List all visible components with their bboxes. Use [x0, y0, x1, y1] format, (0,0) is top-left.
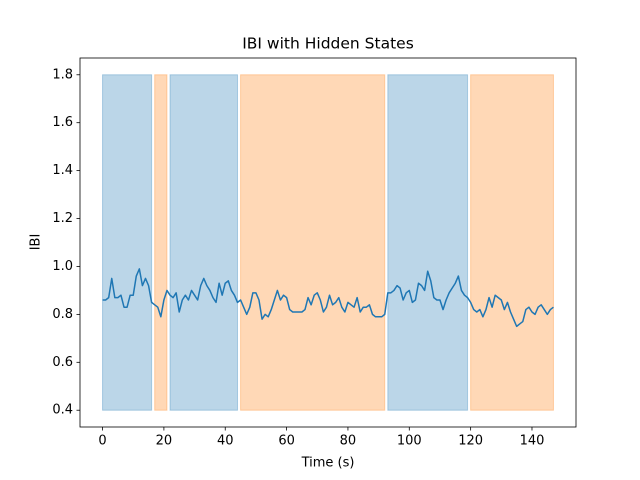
x-tick-label: 140 — [520, 434, 545, 449]
y-tick-label: 1.0 — [52, 259, 73, 274]
state-region — [240, 74, 386, 411]
state-region — [169, 74, 239, 411]
y-tick-label: 0.4 — [52, 403, 73, 418]
y-tick-label: 1.8 — [52, 67, 73, 82]
x-tick-label: 0 — [98, 434, 106, 449]
y-axis-label: IBI — [29, 234, 44, 251]
axes-frame — [79, 57, 577, 428]
chart-title: IBI with Hidden States — [242, 35, 414, 53]
x-tick-label: 80 — [340, 434, 357, 449]
state-region — [387, 74, 469, 411]
x-tick-label: 60 — [278, 434, 295, 449]
y-tick-label: 0.6 — [52, 355, 73, 370]
ibi-line — [102, 268, 554, 328]
y-tick-label: 1.2 — [52, 211, 73, 226]
x-axis-label: Time (s) — [301, 456, 355, 471]
x-tick-label: 100 — [397, 434, 422, 449]
y-tick-label: 0.8 — [52, 307, 73, 322]
x-tick-label: 120 — [458, 434, 483, 449]
y-tick-label: 1.6 — [52, 115, 73, 130]
x-tick-label: 40 — [217, 434, 234, 449]
state-region — [470, 74, 554, 411]
y-tick-label: 1.4 — [52, 163, 73, 178]
x-tick-label: 20 — [156, 434, 173, 449]
state-region — [102, 74, 153, 411]
state-region — [154, 74, 168, 411]
